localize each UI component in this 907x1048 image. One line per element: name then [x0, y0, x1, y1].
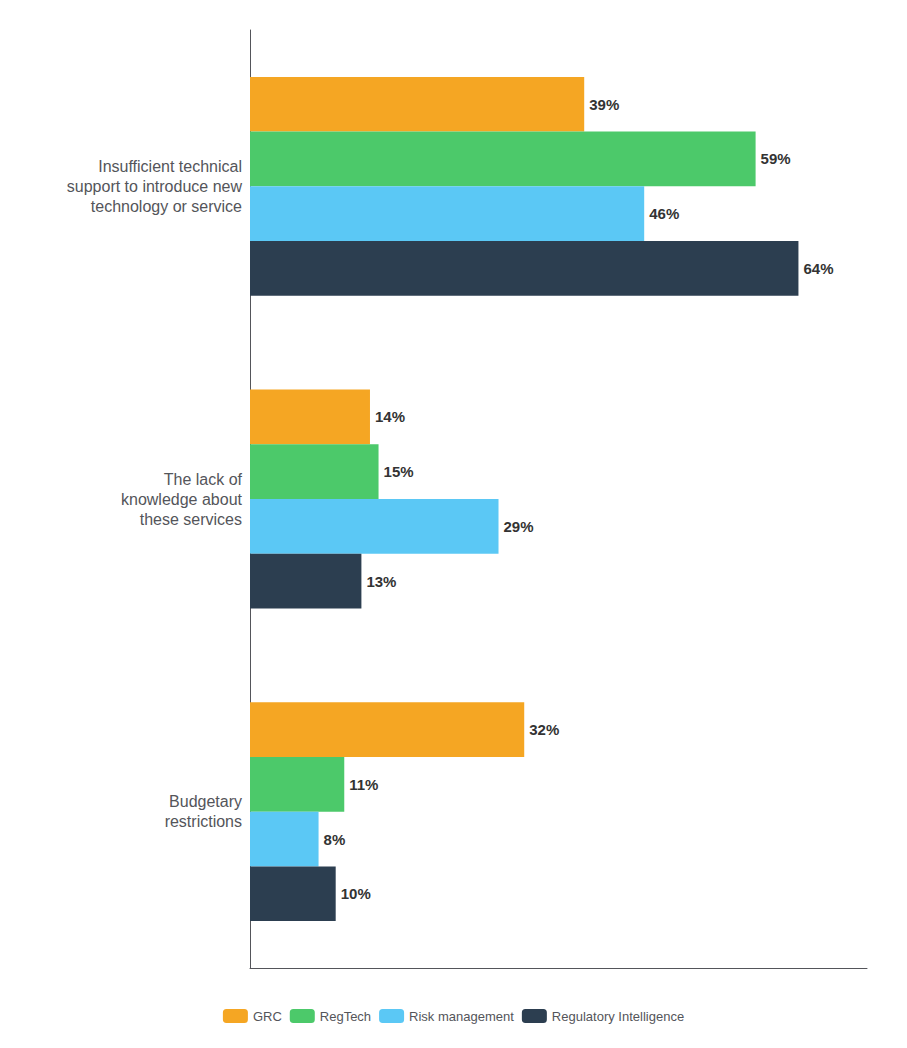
svg-text:29%: 29%	[504, 518, 534, 535]
svg-text:The lack of: The lack of	[164, 471, 243, 488]
svg-text:64%: 64%	[803, 260, 833, 277]
svg-text:support to introduce new: support to introduce new	[67, 178, 243, 195]
svg-text:14%: 14%	[375, 408, 405, 425]
svg-text:Budgetary: Budgetary	[169, 793, 242, 810]
svg-text:13%: 13%	[366, 573, 396, 590]
svg-text:GRC: GRC	[253, 1009, 282, 1024]
svg-text:Risk management: Risk management	[409, 1009, 514, 1024]
svg-text:technology or service: technology or service	[91, 198, 242, 215]
svg-text:11%: 11%	[349, 776, 378, 793]
svg-text:8%: 8%	[324, 831, 346, 848]
svg-text:these services: these services	[140, 511, 242, 528]
svg-text:39%: 39%	[589, 96, 619, 113]
svg-text:10%: 10%	[341, 885, 371, 902]
svg-text:15%: 15%	[384, 463, 414, 480]
svg-text:32%: 32%	[529, 721, 559, 738]
svg-text:Insufficient technical: Insufficient technical	[98, 158, 242, 175]
svg-text:59%: 59%	[761, 150, 791, 167]
svg-text:restrictions: restrictions	[165, 813, 242, 830]
svg-text:Regulatory Intelligence: Regulatory Intelligence	[552, 1009, 684, 1024]
svg-text:knowledge about: knowledge about	[121, 491, 243, 508]
svg-text:46%: 46%	[649, 205, 679, 222]
svg-text:RegTech: RegTech	[320, 1009, 371, 1024]
